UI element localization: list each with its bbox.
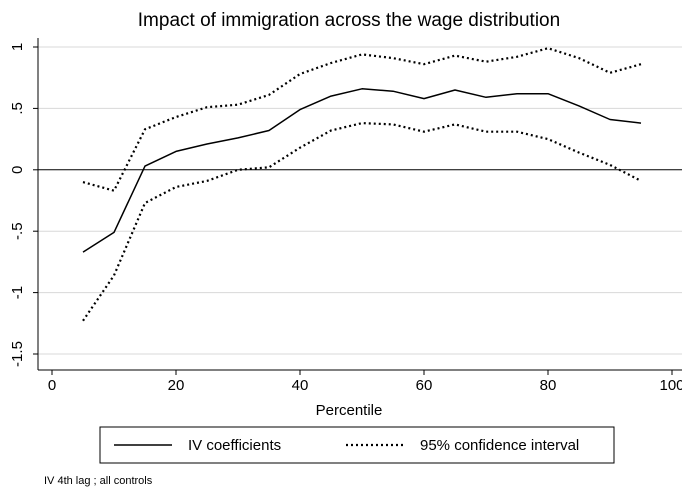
y-tick-label-1: -1 (9, 286, 26, 299)
x-tick-label-4: 80 (540, 377, 557, 394)
y-tick-label-4: .5 (9, 102, 26, 115)
y-tick-label-3: 0 (9, 166, 26, 174)
legend: IV coefficients 95% confidence interval (99, 426, 615, 464)
y-tick-label-2: -.5 (9, 222, 26, 240)
x-tick-label-3: 60 (416, 377, 433, 394)
chart-title: Impact of immigration across the wage di… (138, 10, 560, 31)
axes (33, 38, 682, 375)
x-tick-label-5: 100 (659, 377, 682, 394)
chart-note: IV 4th lag ; all controls (44, 475, 153, 487)
x-tick-label-0: 0 (48, 377, 56, 394)
legend-label-ci: 95% confidence interval (420, 437, 579, 454)
x-tick-label-1: 20 (168, 377, 185, 394)
tick-labels: -1.5 -1 -.5 0 .5 1 0 20 40 60 80 100 (9, 43, 682, 394)
grid-lines (38, 46, 682, 355)
series-lines (82, 47, 642, 322)
series-line-iv-coefficients (82, 88, 642, 253)
y-tick-label-0: -1.5 (9, 341, 26, 367)
legend-label-iv: IV coefficients (188, 437, 281, 454)
y-tick-label-5: 1 (9, 43, 26, 51)
x-tick-label-2: 40 (292, 377, 309, 394)
x-axis-label: Percentile (316, 402, 383, 419)
